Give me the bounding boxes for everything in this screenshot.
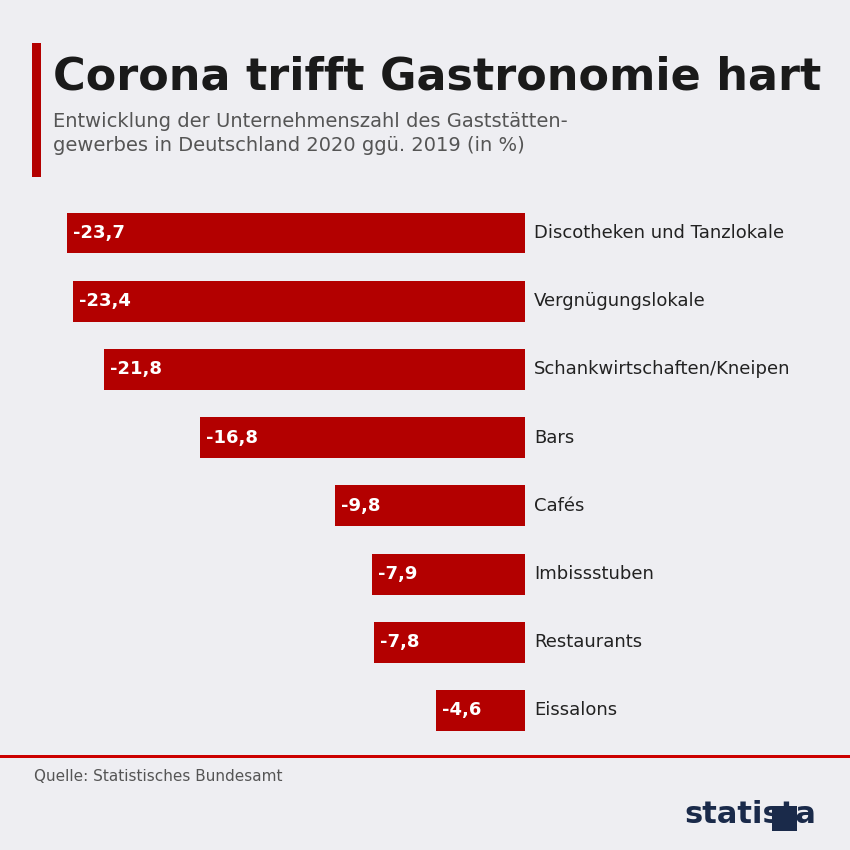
Text: Restaurants: Restaurants bbox=[535, 633, 643, 651]
Text: -16,8: -16,8 bbox=[206, 428, 258, 446]
Bar bbox=[374, 622, 524, 663]
Text: gewerbes in Deutschland 2020 ggü. 2019 (in %): gewerbes in Deutschland 2020 ggü. 2019 (… bbox=[53, 136, 524, 155]
Bar bbox=[67, 212, 524, 253]
Text: -7,8: -7,8 bbox=[380, 633, 419, 651]
Bar bbox=[73, 280, 524, 321]
Text: -4,6: -4,6 bbox=[442, 701, 481, 719]
Text: Entwicklung der Unternehmenszahl des Gaststätten-: Entwicklung der Unternehmenszahl des Gas… bbox=[53, 112, 568, 131]
Text: statista: statista bbox=[684, 800, 816, 829]
Text: Corona trifft Gastronomie hart: Corona trifft Gastronomie hart bbox=[53, 55, 821, 99]
Text: Schankwirtschaften/Kneipen: Schankwirtschaften/Kneipen bbox=[535, 360, 790, 378]
Text: -21,8: -21,8 bbox=[110, 360, 162, 378]
Text: Discotheken und Tanzlokale: Discotheken und Tanzlokale bbox=[535, 224, 785, 242]
Text: Bars: Bars bbox=[535, 428, 575, 446]
Text: Quelle: Statistisches Bundesamt: Quelle: Statistisches Bundesamt bbox=[34, 769, 282, 785]
Text: Imbissstuben: Imbissstuben bbox=[535, 565, 654, 583]
Text: -7,9: -7,9 bbox=[378, 565, 417, 583]
Bar bbox=[336, 485, 524, 526]
Text: Vergnügungslokale: Vergnügungslokale bbox=[535, 292, 706, 310]
Bar bbox=[436, 690, 524, 731]
Text: -23,4: -23,4 bbox=[79, 292, 131, 310]
Text: Cafés: Cafés bbox=[535, 497, 585, 515]
Bar bbox=[372, 553, 524, 594]
Text: Eissalons: Eissalons bbox=[535, 701, 617, 719]
Text: -23,7: -23,7 bbox=[73, 224, 125, 242]
Bar bbox=[201, 417, 524, 458]
Text: -9,8: -9,8 bbox=[341, 497, 381, 515]
Bar bbox=[104, 349, 524, 390]
